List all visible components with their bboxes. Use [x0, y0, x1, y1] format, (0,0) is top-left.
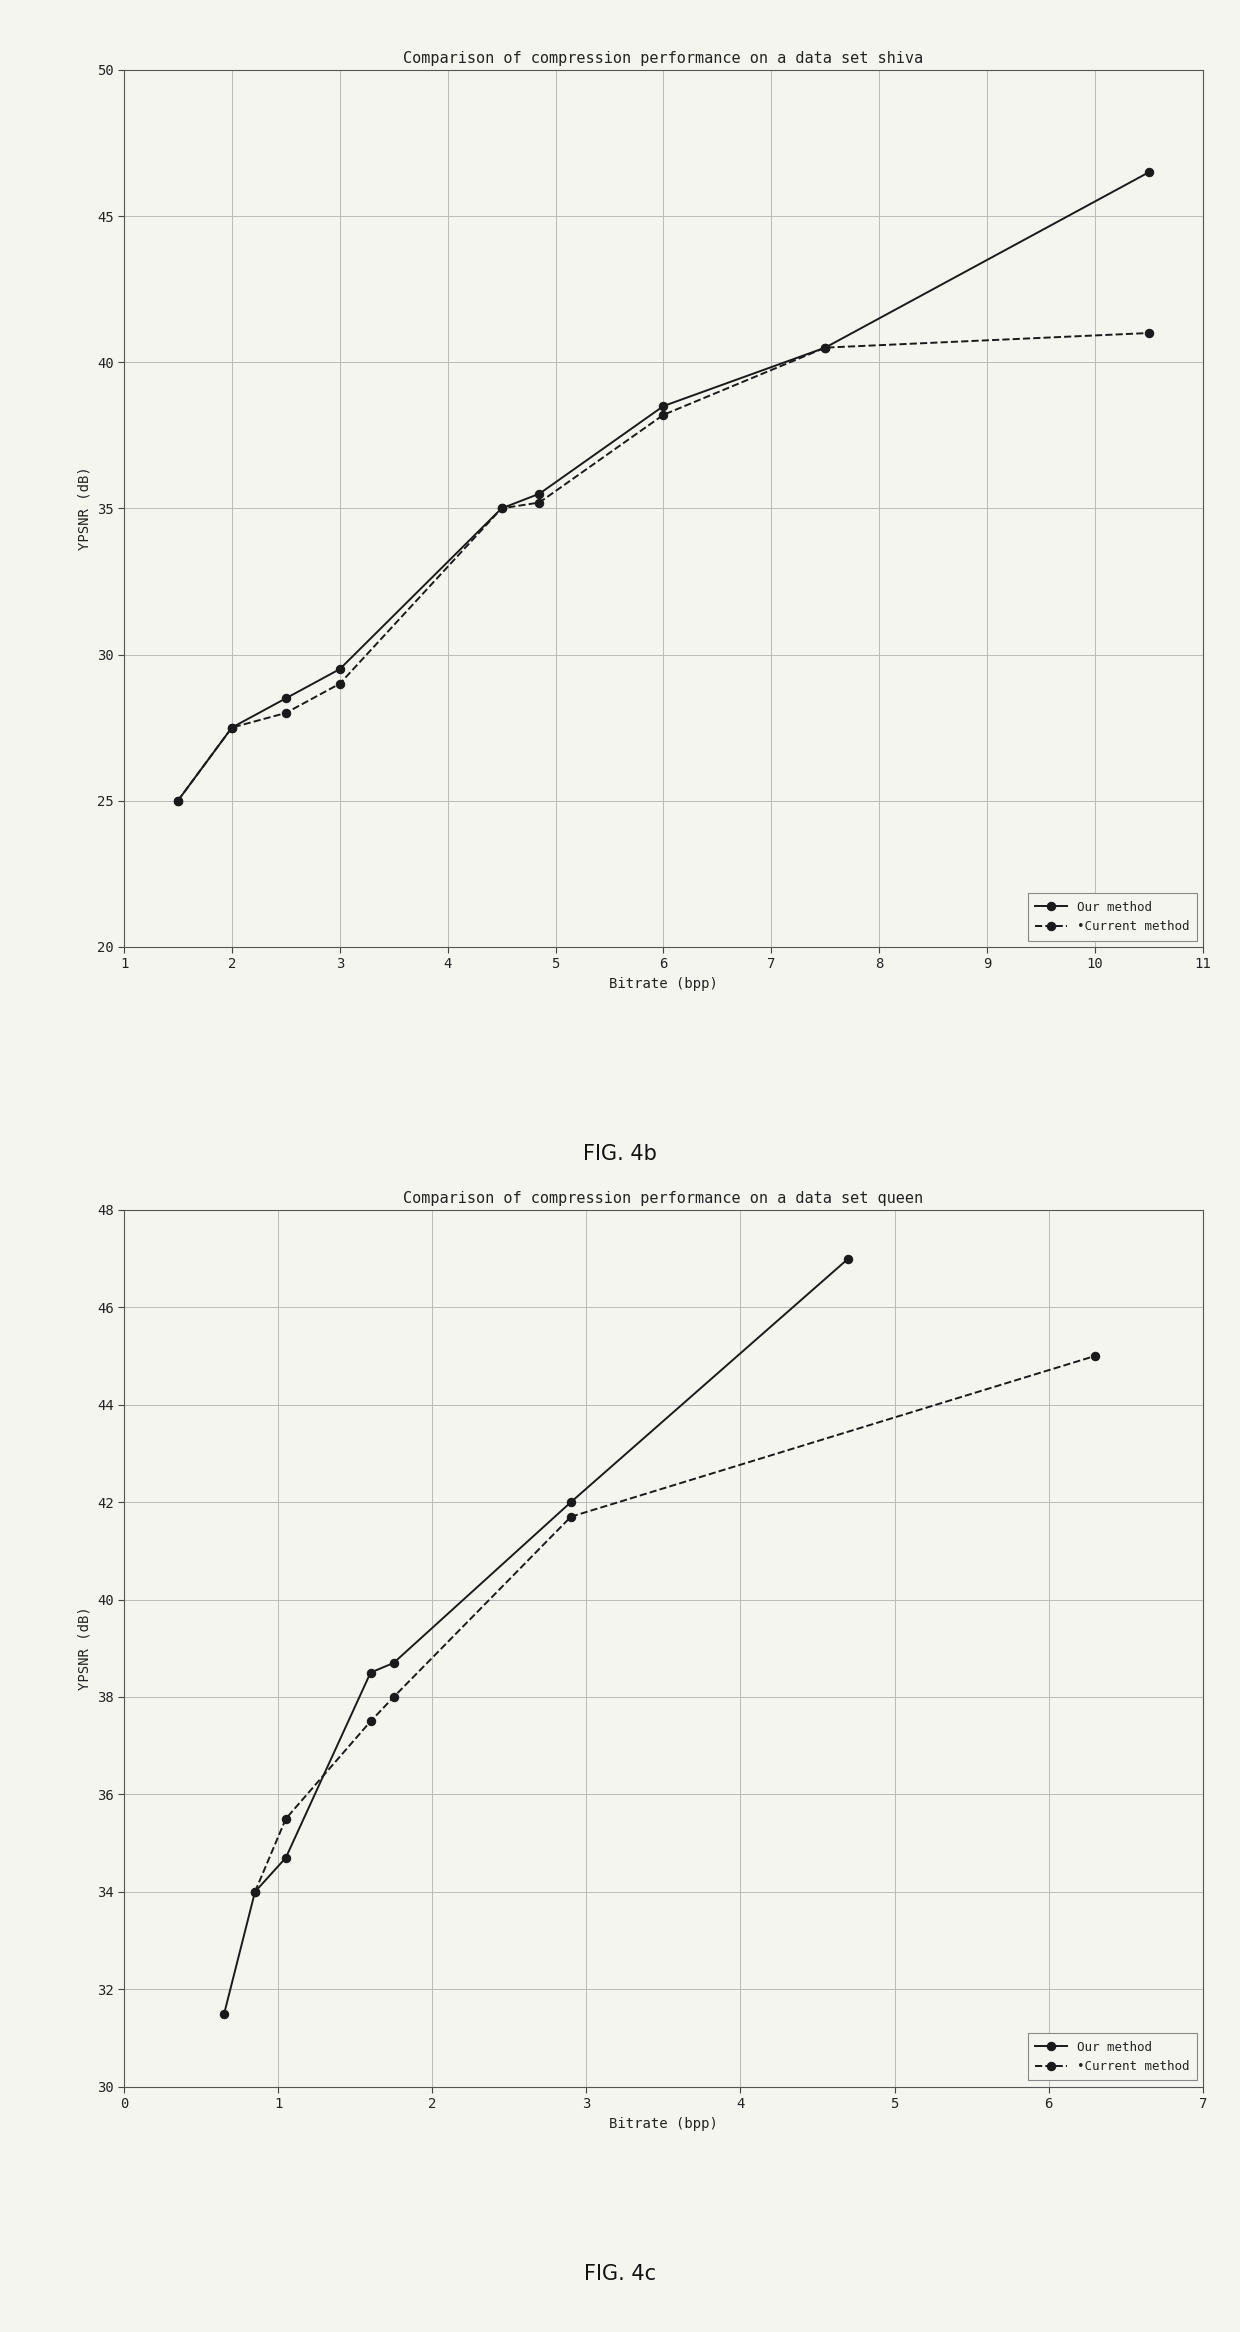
•Current method [278, 1805, 293, 1833]
•Current method [494, 494, 508, 522]
Our method [278, 683, 293, 711]
•Current method [363, 1707, 378, 1735]
•Current method [332, 669, 347, 697]
•Current method [656, 401, 671, 429]
Title: Comparison of compression performance on a data set queen: Comparison of compression performance on… [403, 1192, 924, 1206]
•Current method [1087, 1341, 1102, 1369]
Our method [224, 714, 239, 742]
Our method [217, 1999, 232, 2027]
•Current method [387, 1684, 402, 1712]
Our method [363, 1658, 378, 1686]
Line: •Current method: •Current method [250, 1353, 1099, 1896]
•Current method [1142, 319, 1157, 347]
•Current method [563, 1502, 578, 1530]
Our method [656, 392, 671, 420]
•Current method [248, 1877, 263, 1905]
Our method [532, 480, 547, 508]
Our method [818, 333, 833, 361]
Title: Comparison of compression performance on a data set shiva: Comparison of compression performance on… [403, 51, 924, 65]
•Current method [170, 786, 186, 814]
Our method [494, 494, 508, 522]
•Current method [818, 333, 833, 361]
Our method [841, 1245, 856, 1273]
Our method [387, 1649, 402, 1677]
Text: FIG. 4c: FIG. 4c [584, 2264, 656, 2283]
Text: FIG. 4b: FIG. 4b [583, 1145, 657, 1164]
X-axis label: Bitrate (bpp): Bitrate (bpp) [609, 2117, 718, 2131]
Line: Our method: Our method [219, 1255, 853, 2017]
Our method [170, 786, 186, 814]
Y-axis label: YPSNR (dB): YPSNR (dB) [77, 1607, 92, 1691]
•Current method [532, 487, 547, 515]
Our method [563, 1488, 578, 1516]
•Current method [224, 714, 239, 742]
Our method [278, 1845, 293, 1873]
Our method [1142, 159, 1157, 187]
Y-axis label: YPSNR (dB): YPSNR (dB) [77, 466, 92, 550]
X-axis label: Bitrate (bpp): Bitrate (bpp) [609, 977, 718, 991]
Line: Our method: Our method [174, 168, 1153, 805]
Line: •Current method: •Current method [174, 329, 1153, 805]
Our method [332, 655, 347, 683]
Legend: Our method, •Current method: Our method, •Current method [1028, 2034, 1197, 2080]
Our method [248, 1877, 263, 1905]
•Current method [278, 700, 293, 728]
Legend: Our method, •Current method: Our method, •Current method [1028, 893, 1197, 940]
